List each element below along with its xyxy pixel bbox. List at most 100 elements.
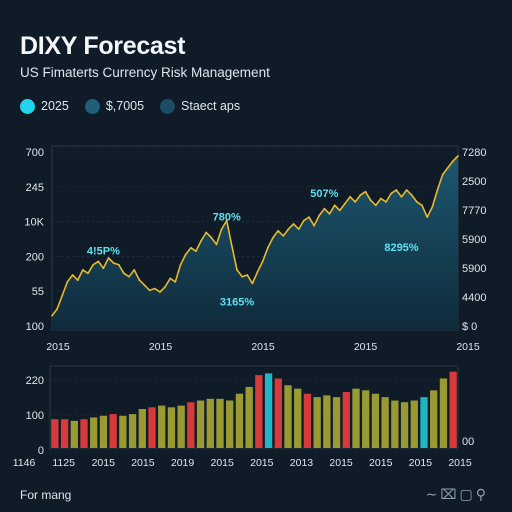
- data-point: [61, 294, 64, 297]
- data-point: [446, 167, 449, 169]
- data-point: [421, 204, 423, 207]
- data-point: [138, 279, 141, 281]
- bar: [284, 385, 292, 448]
- data-point: [210, 236, 213, 239]
- bar: [196, 400, 205, 448]
- bar: [400, 402, 409, 448]
- bar: [90, 417, 98, 448]
- search-icon[interactable]: ⚲: [475, 486, 486, 502]
- legend-item[interactable]: $,7005: [84, 98, 145, 114]
- bar: [439, 378, 448, 448]
- data-point: [426, 216, 429, 219]
- legend-item[interactable]: 2025: [20, 98, 69, 114]
- data-point: [66, 280, 69, 283]
- data-point: [380, 197, 382, 200]
- data-point: [97, 260, 100, 263]
- bar: [303, 393, 312, 448]
- data-point: [344, 202, 346, 205]
- data-point: [117, 263, 120, 266]
- bar: [362, 390, 370, 448]
- bar: [274, 378, 282, 448]
- data-point: [174, 280, 177, 283]
- bar: [332, 397, 341, 448]
- data-point: [405, 189, 408, 191]
- bar: [187, 402, 195, 448]
- data-point: [308, 216, 310, 219]
- footer-label: For mang: [20, 488, 72, 502]
- bar: [391, 400, 399, 448]
- square-icon[interactable]: ▢: [459, 486, 473, 502]
- bar: [323, 395, 331, 448]
- y-tick-label: 220: [26, 375, 44, 387]
- x-tick-label: 2015: [92, 457, 116, 469]
- data-point: [51, 314, 53, 317]
- bar: [352, 388, 360, 448]
- bar: [371, 393, 380, 448]
- x-tick-label: 2019: [171, 457, 195, 469]
- bar: [449, 371, 457, 448]
- data-label: 8295%: [384, 242, 418, 254]
- bar: [177, 405, 185, 448]
- bar: [264, 373, 273, 448]
- x-tick-label: 2015: [354, 341, 378, 353]
- data-point: [148, 289, 151, 292]
- bar: [235, 393, 244, 448]
- data-point: [364, 190, 367, 193]
- data-point: [415, 201, 418, 203]
- bar: [60, 419, 69, 448]
- wave-icon[interactable]: ∼: [425, 486, 438, 502]
- bar: [420, 397, 428, 448]
- bar: [342, 392, 350, 448]
- data-point: [56, 308, 59, 310]
- x-tick-label: 2015: [46, 341, 70, 353]
- data-point: [354, 201, 357, 203]
- y-tick-label: 700: [26, 147, 44, 159]
- data-point: [143, 284, 146, 287]
- data-label: 507%: [310, 188, 338, 200]
- data-point: [133, 269, 136, 271]
- y2-tick-label: $ 0: [462, 321, 477, 333]
- data-point: [410, 194, 413, 197]
- data-point: [359, 194, 362, 197]
- data-point: [390, 192, 393, 195]
- data-point: [107, 257, 110, 259]
- bar: [99, 415, 108, 448]
- data-point: [225, 219, 228, 222]
- x-tick-label: 2015: [448, 457, 472, 469]
- data-point: [220, 228, 223, 231]
- x-tick-label: 1146: [13, 457, 36, 469]
- data-point: [282, 235, 285, 237]
- data-point: [328, 212, 331, 215]
- data-point: [81, 269, 84, 271]
- y-tick-label: 100: [26, 410, 44, 422]
- data-point: [261, 260, 264, 263]
- data-point: [297, 228, 300, 231]
- bar: [70, 420, 78, 448]
- y-tick-label: 55: [32, 286, 44, 298]
- data-point: [200, 240, 202, 242]
- data-point: [169, 277, 172, 280]
- frame-icon[interactable]: ⌧: [440, 486, 457, 502]
- data-point: [338, 209, 341, 212]
- data-point: [400, 195, 403, 198]
- data-point: [76, 279, 79, 281]
- bar: [255, 375, 263, 448]
- y2-tick-label: 4400: [462, 292, 486, 304]
- data-point: [215, 243, 218, 246]
- y2-tick-label: 5900: [462, 234, 486, 246]
- x-tick-label: 1125: [52, 457, 75, 469]
- data-point: [194, 250, 197, 253]
- bar: [138, 409, 146, 448]
- y-tick-label: 10K: [24, 217, 44, 229]
- data-point: [287, 228, 290, 231]
- data-label: 780%: [213, 212, 241, 224]
- data-point: [128, 275, 130, 278]
- legend-label: $,7005: [105, 99, 145, 113]
- bar: [226, 400, 234, 448]
- data-label: 3165%: [220, 297, 254, 309]
- bar: [381, 397, 389, 448]
- data-point: [184, 253, 187, 256]
- legend-swatch: [20, 98, 35, 114]
- legend-item[interactable]: Staect aps: [160, 98, 240, 114]
